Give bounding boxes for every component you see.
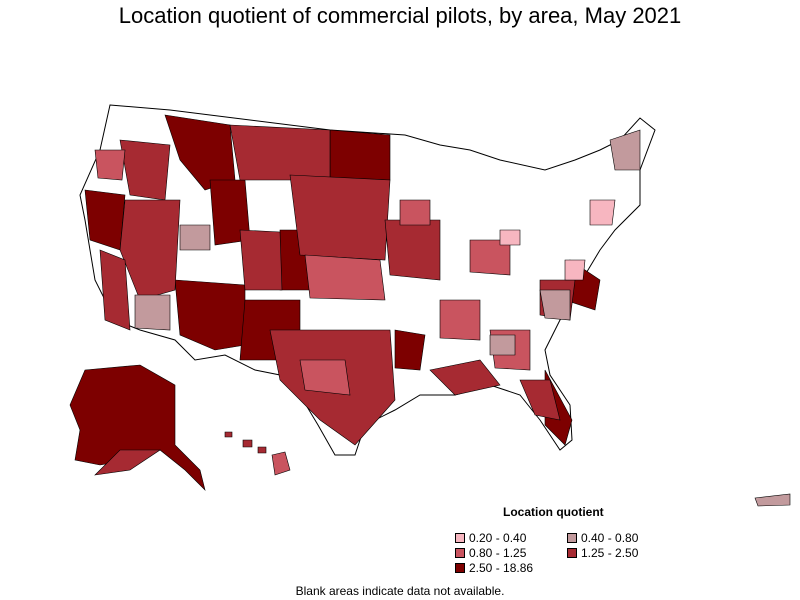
regions-low: [499, 199, 616, 281]
footnote: Blank areas indicate data not available.: [295, 584, 505, 598]
map-title: Location quotient of commercial pilots, …: [118, 3, 682, 28]
legend-swatch: [455, 563, 465, 573]
legend-title: Location quotient: [503, 505, 604, 519]
legend-item: 1.25 - 2.50: [567, 546, 638, 560]
regions-mid-high: [99, 124, 576, 446]
legend-label: 0.40 - 0.80: [581, 531, 639, 545]
alaska: [69, 364, 206, 491]
puerto-rico: [754, 493, 791, 507]
legend-item: 0.80 - 1.25: [455, 546, 526, 560]
legend-item: 0.40 - 0.80: [567, 531, 638, 545]
hawaii: [224, 431, 291, 476]
legend-label: 0.20 - 0.40: [469, 531, 527, 545]
legend-label: 2.50 - 18.86: [469, 561, 534, 575]
regions-low-mid: [134, 129, 641, 356]
legend-swatch: [567, 533, 577, 543]
legend-item: 0.20 - 0.40: [455, 531, 526, 545]
legend-swatch: [567, 548, 577, 558]
legend-swatch: [455, 548, 465, 558]
legend-swatch: [455, 533, 465, 543]
legend-label: 0.80 - 1.25: [469, 546, 527, 560]
legend-item: 2.50 - 18.86: [455, 561, 533, 575]
legend-label: 1.25 - 2.50: [581, 546, 639, 560]
